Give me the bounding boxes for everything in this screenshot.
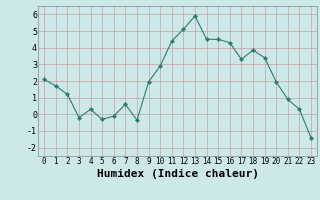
X-axis label: Humidex (Indice chaleur): Humidex (Indice chaleur) — [97, 169, 259, 179]
